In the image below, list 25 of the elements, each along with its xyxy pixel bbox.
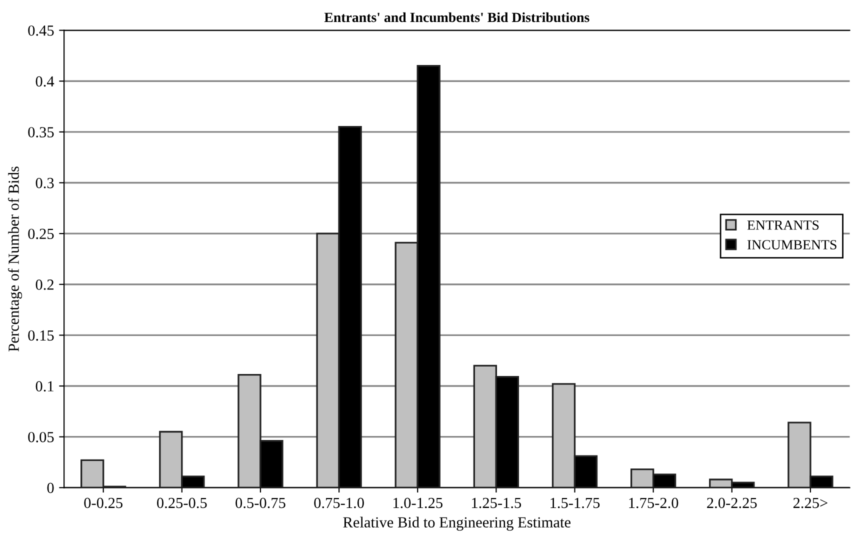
x-tick-label: 0.5-0.75 <box>236 498 286 508</box>
y-tick-label: 0.15 <box>28 330 54 341</box>
legend-label: INCUMBENTS <box>747 240 836 250</box>
x-tick-label: 0.25-0.5 <box>157 498 207 508</box>
legend-label: ENTRANTS <box>747 220 819 230</box>
x-axis-title: Relative Bid to Engineering Estimate <box>343 516 570 531</box>
y-tick-label: 0.45 <box>28 25 54 36</box>
y-tick-label: 0.3 <box>36 178 54 188</box>
y-axis-title: Percentage of Number of Bids <box>8 166 22 352</box>
y-tick-label: 0.2 <box>36 280 54 290</box>
y-tick-label: 0.05 <box>28 432 54 442</box>
y-tick-label: 0.4 <box>36 76 54 87</box>
y-tick-label: 0.35 <box>28 127 54 138</box>
y-tick-label: 0.25 <box>28 228 54 240</box>
x-tick-label: 1.75-2.0 <box>629 498 678 508</box>
y-tick-label: 0.1 <box>36 381 54 392</box>
x-tick-label: 0.75-1.0 <box>314 498 364 508</box>
x-tick-label: 2.0-2.25 <box>707 498 757 508</box>
x-tick-label: 0-0.25 <box>84 498 122 508</box>
x-tick-label: 1.0-1.25 <box>393 498 442 508</box>
x-tick-label: 2.25> <box>793 498 828 508</box>
x-tick-label: 1.25-1.5 <box>472 498 522 508</box>
chart-title: Entrants' and Incumbents' Bid Distributions <box>324 12 590 22</box>
y-tick-label: 0 <box>47 482 54 494</box>
x-tick-label: 1.5-1.75 <box>550 498 600 508</box>
